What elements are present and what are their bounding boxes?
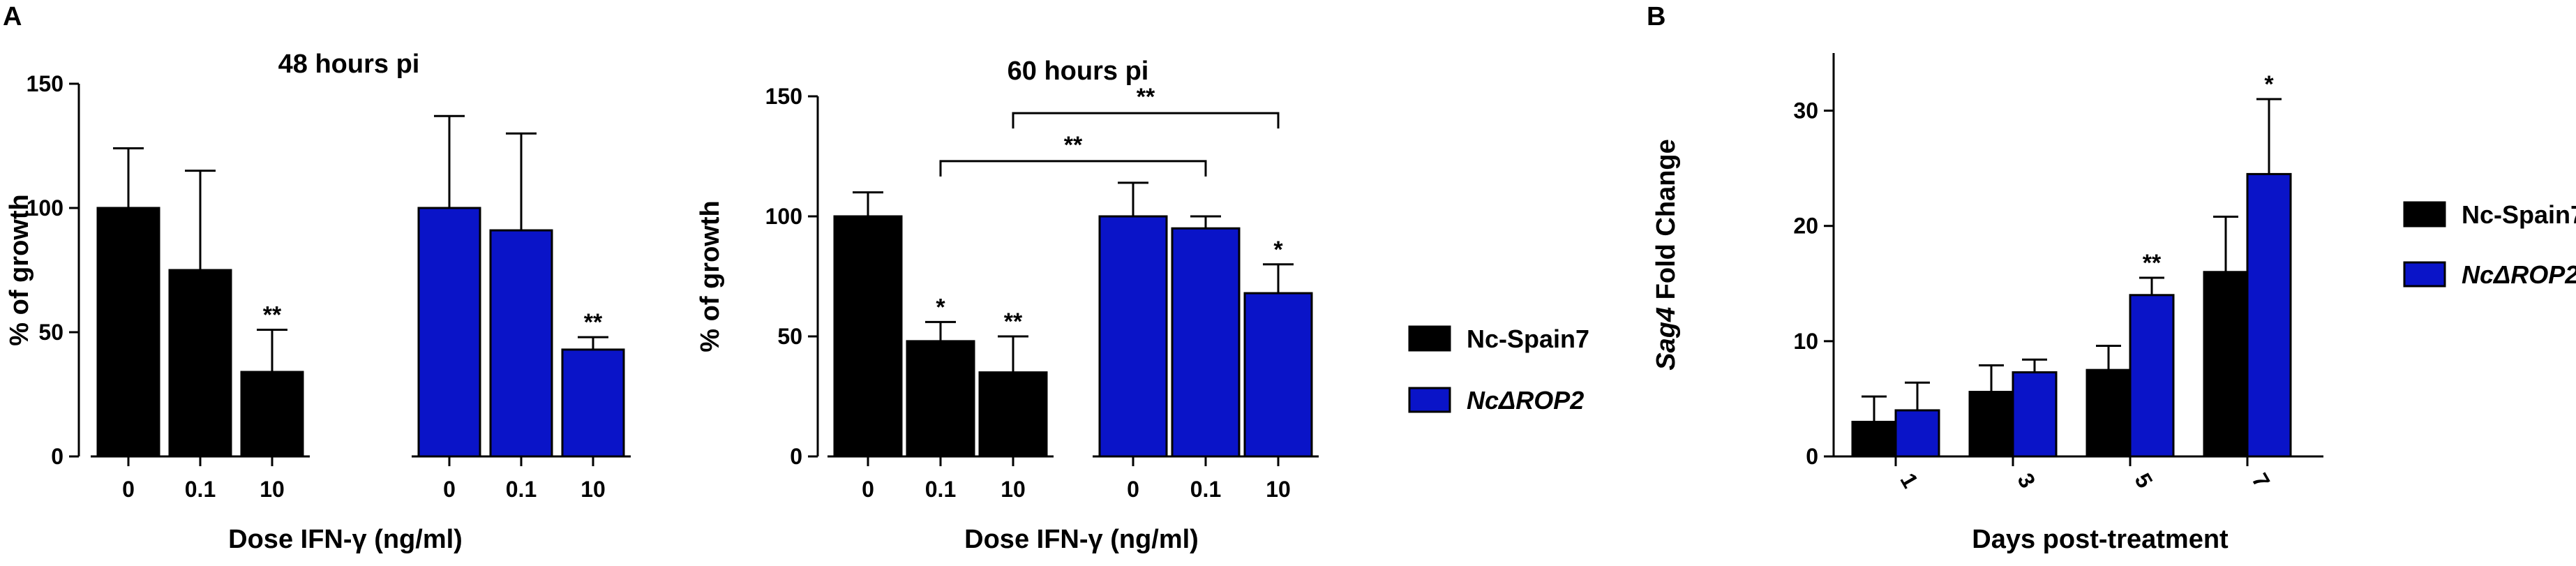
x-tick-label: 0.1 (1190, 477, 1221, 502)
x-tick-label: 0 (862, 477, 874, 502)
bar (1098, 215, 1168, 458)
y-tick-label: 0 (51, 444, 63, 469)
bar (489, 229, 553, 458)
x-tick-label: 7 (2247, 469, 2275, 492)
bar (2012, 371, 2058, 458)
y-axis-label: % of growth (5, 194, 34, 345)
x-tick-label: 0 (122, 477, 135, 502)
legend-swatch (1408, 325, 1451, 352)
x-tick-label: 10 (1266, 477, 1291, 502)
bar (168, 269, 232, 458)
y-tick-label: 10 (1793, 329, 1818, 354)
bar (1171, 227, 1241, 458)
x-axis-label: Dose IFN-γ (ng/ml) (964, 525, 1199, 554)
bar (978, 371, 1048, 458)
x-tick-label: 0.1 (925, 477, 956, 502)
x-axis-label: Days post-treatment (1972, 525, 2229, 554)
bar (561, 348, 625, 458)
y-tick-label: 50 (38, 320, 63, 345)
x-tick-label: 1 (1895, 469, 1923, 492)
significance-label: * (2264, 71, 2274, 98)
legend-panel-b: Nc-Spain7 NcΔROP2 (2403, 200, 2576, 289)
y-tick-label: 50 (777, 324, 802, 349)
legend-label: Nc-Spain7 (1467, 325, 1589, 353)
significance-bracket (1012, 112, 1280, 129)
panel-label-a: A (3, 2, 22, 31)
significance-label: * (936, 294, 945, 320)
bar (96, 207, 160, 458)
legend-swatch (2403, 261, 2446, 288)
bar (1243, 292, 1313, 458)
bar (1968, 391, 2014, 458)
legend-label: Nc-Spain7 (2462, 200, 2576, 229)
significance-label: ** (2143, 250, 2162, 276)
panel-label-b: B (1647, 2, 1665, 31)
bracket-label: ** (1137, 84, 1155, 110)
y-tick-label: 30 (1793, 98, 1818, 124)
legend-swatch (2403, 201, 2446, 228)
chart-title: 48 hours pi (278, 50, 420, 79)
y-tick-label: 150 (27, 71, 63, 96)
significance-label: ** (584, 309, 603, 336)
x-tick-label: 0 (1127, 477, 1139, 502)
legend-swatch (1408, 387, 1451, 413)
x-tick-label: 10 (581, 477, 606, 502)
x-axis-label: Dose IFN-γ (ng/ml) (228, 525, 463, 554)
significance-bracket (939, 160, 1207, 177)
bar (833, 215, 903, 458)
bar (2203, 271, 2249, 458)
bar (2246, 172, 2292, 458)
bar (906, 340, 975, 458)
significance-label: ** (263, 301, 282, 328)
y-tick-label: 0 (790, 444, 802, 469)
chart-48h: 0 50 100 150 0 0.1 10 ** 0 0.1 10 ** 48 hours pi Dose… (5, 50, 631, 554)
y-tick-label: 150 (765, 84, 802, 109)
significance-label: * (1273, 237, 1283, 263)
legend-label: NcΔROP2 (1467, 386, 1584, 415)
bar (417, 207, 481, 458)
bar (240, 371, 304, 458)
y-tick-label: 100 (27, 195, 63, 221)
y-axis-label: Sag4 Fold Change (1652, 139, 1681, 370)
bar (1851, 420, 1897, 458)
y-axis-label: % of growth (696, 200, 725, 352)
chart-sag4: 0 10 20 30 1 3 5 ** 7 * Days post-treatment Sag4 Fo… (1652, 53, 2323, 554)
y-tick-label: 20 (1793, 214, 1818, 239)
bar (2085, 368, 2132, 458)
legend-panel-a: Nc-Spain7 NcΔROP2 (1408, 325, 1589, 415)
x-tick-label: 5 (2129, 469, 2157, 492)
bar (1894, 409, 1940, 458)
significance-label: ** (1004, 308, 1023, 335)
x-tick-label: 0 (443, 477, 456, 502)
y-tick-label: 100 (765, 204, 802, 229)
bracket-label: ** (1064, 132, 1083, 158)
legend-label: NcΔROP2 (2462, 260, 2576, 289)
x-tick-label: 10 (260, 477, 285, 502)
y-tick-label: 0 (1806, 444, 1818, 469)
x-tick-label: 0.1 (185, 477, 216, 502)
x-tick-label: 10 (1001, 477, 1026, 502)
bar (2129, 294, 2175, 458)
chart-title: 60 hours pi (1008, 57, 1149, 86)
x-tick-label: 3 (2012, 469, 2040, 492)
x-tick-label: 0.1 (506, 477, 537, 502)
